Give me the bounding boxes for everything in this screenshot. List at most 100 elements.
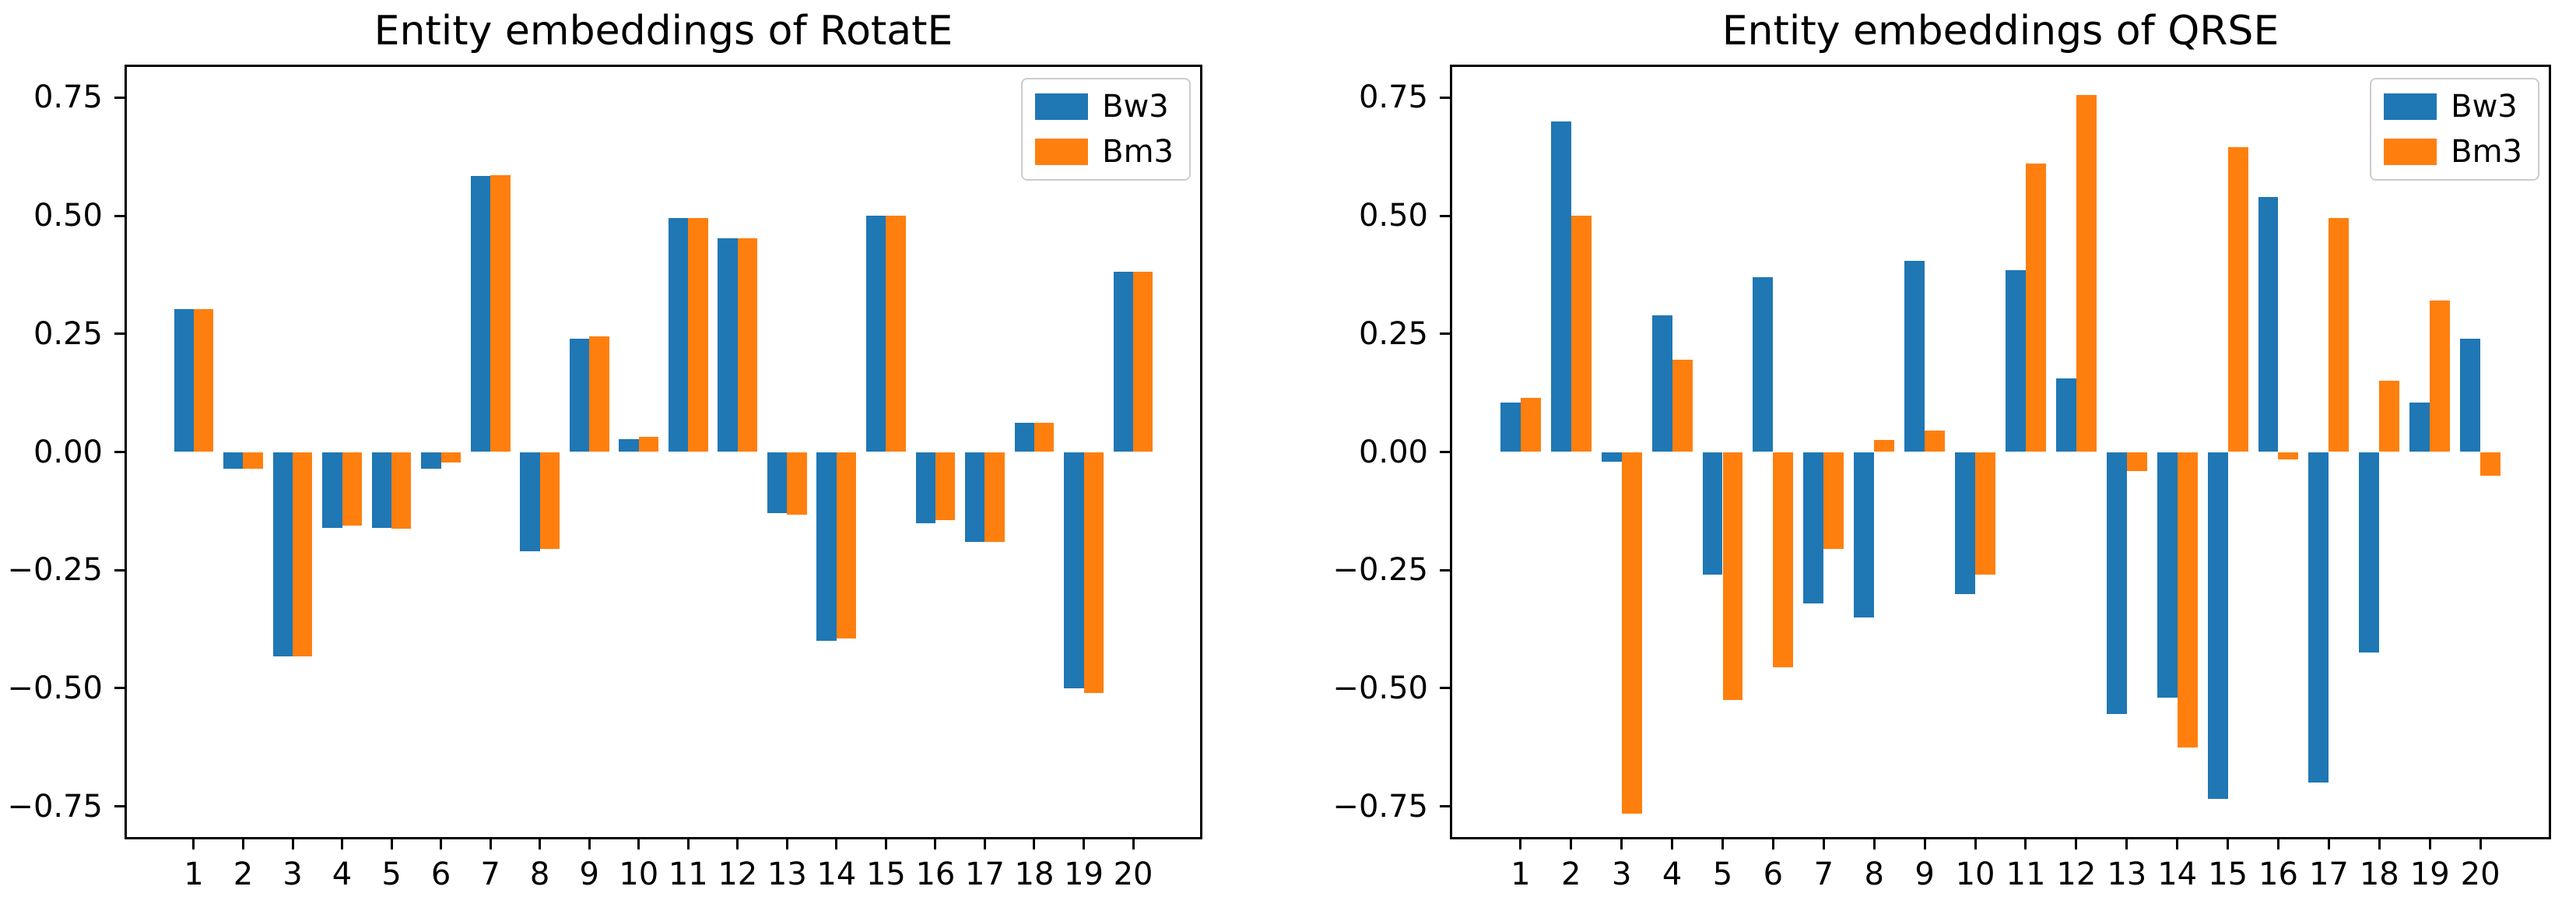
y-tick-mark — [1440, 214, 1450, 217]
bar-bw3-20 — [2460, 338, 2481, 452]
bar-bw3-18 — [2359, 452, 2380, 653]
x-tick-mark — [637, 839, 640, 849]
bar-bw3-13 — [767, 452, 788, 514]
x-tick-label-18: 18 — [2359, 856, 2399, 892]
x-tick-mark — [489, 839, 492, 849]
legend-label-bm3: Bm3 — [1102, 134, 1174, 170]
y-tick-mark — [1440, 96, 1450, 99]
x-tick-mark — [2075, 839, 2078, 849]
y-tick-label-−0.75: −0.75 — [7, 788, 103, 825]
x-tick-label-4: 4 — [1662, 856, 1683, 892]
bar-bm3-3 — [293, 452, 313, 656]
bar-bm3-7 — [490, 174, 511, 452]
x-tick-mark — [390, 839, 393, 849]
bar-bm3-5 — [391, 452, 412, 529]
bar-bw3-3 — [272, 452, 293, 656]
x-tick-label-3: 3 — [283, 856, 303, 892]
x-tick-label-17: 17 — [2308, 856, 2349, 892]
x-tick-label-3: 3 — [1611, 856, 1632, 892]
bar-bw3-6 — [1753, 277, 1774, 452]
bar-bm3-17 — [984, 452, 1005, 542]
bar-bw3-17 — [2308, 452, 2329, 783]
legend-swatch-bw3-icon — [2384, 93, 2437, 120]
rotate-plot-area: Bw3 Bm3 — [125, 65, 1202, 839]
y-tick-label-−0.50: −0.50 — [1332, 670, 1428, 706]
y-tick-label-0.25: 0.25 — [33, 315, 103, 352]
bar-bw3-14 — [2157, 452, 2178, 698]
x-tick-mark — [1620, 839, 1623, 849]
y-tick-mark — [1440, 687, 1450, 690]
x-tick-mark — [241, 839, 244, 849]
y-tick-mark — [1440, 805, 1450, 808]
legend: Bw3 Bm3 — [2370, 78, 2539, 181]
y-tick-mark — [114, 214, 125, 217]
x-tick-label-10: 10 — [619, 856, 659, 892]
bar-bw3-12 — [718, 238, 738, 452]
bar-bm3-6 — [440, 452, 461, 463]
bar-bm3-8 — [1874, 440, 1895, 452]
bar-bm3-17 — [2329, 218, 2350, 452]
y-tick-label-0.00: 0.00 — [1358, 434, 1428, 470]
x-tick-mark — [2024, 839, 2027, 849]
x-tick-label-9: 9 — [579, 856, 599, 892]
x-tick-label-8: 8 — [529, 856, 550, 892]
y-tick-mark — [114, 805, 125, 808]
x-tick-label-16: 16 — [915, 856, 956, 892]
y-tick-mark — [114, 451, 125, 453]
x-tick-label-6: 6 — [430, 856, 451, 892]
x-tick-label-19: 19 — [2409, 856, 2450, 892]
x-tick-label-13: 13 — [2107, 856, 2147, 892]
rotate-chart-title: Entity embeddings of RotatE — [374, 8, 953, 55]
y-tick-mark — [114, 332, 125, 336]
bar-bm3-18 — [2379, 381, 2400, 452]
bar-bw3-10 — [1955, 452, 1976, 594]
bar-bw3-16 — [2258, 196, 2279, 452]
bar-bw3-14 — [816, 452, 837, 642]
x-tick-label-5: 5 — [1712, 856, 1733, 892]
bar-bw3-20 — [1113, 271, 1134, 452]
bar-bm3-14 — [2177, 452, 2198, 747]
x-tick-label-19: 19 — [1064, 856, 1104, 892]
x-tick-mark — [1570, 839, 1573, 849]
bar-bm3-19 — [2430, 301, 2451, 452]
y-tick-mark — [1440, 451, 1450, 453]
bar-bw3-16 — [915, 452, 935, 523]
x-tick-label-20: 20 — [1113, 856, 1153, 892]
bar-bm3-16 — [935, 452, 956, 521]
bar-bm3-16 — [2278, 452, 2299, 459]
x-tick-label-8: 8 — [1864, 856, 1884, 892]
y-tick-label-0.75: 0.75 — [33, 79, 103, 116]
legend-label-bm3: Bm3 — [2451, 134, 2522, 170]
bar-bm3-12 — [2076, 95, 2097, 452]
bar-bm3-11 — [688, 218, 708, 452]
x-tick-label-5: 5 — [381, 856, 402, 892]
bar-bw3-8 — [520, 452, 540, 551]
x-tick-mark — [588, 839, 591, 849]
bar-bw3-9 — [569, 338, 590, 452]
x-tick-mark — [2428, 839, 2431, 849]
x-tick-mark — [736, 839, 739, 849]
bar-bw3-12 — [2055, 378, 2076, 452]
x-tick-mark — [835, 839, 838, 849]
x-tick-mark — [1974, 839, 1977, 849]
bar-bw3-11 — [668, 218, 689, 452]
bar-bw3-1 — [1500, 402, 1521, 452]
bar-bw3-15 — [865, 216, 886, 452]
bar-bm3-15 — [2227, 147, 2248, 452]
y-tick-label-0.50: 0.50 — [33, 198, 103, 234]
x-tick-label-10: 10 — [1955, 856, 1995, 892]
x-tick-mark — [1923, 839, 1926, 849]
bar-bm3-6 — [1773, 452, 1794, 667]
x-tick-label-12: 12 — [718, 856, 758, 892]
bar-bw3-8 — [1854, 452, 1875, 617]
x-tick-mark — [2227, 839, 2230, 849]
x-tick-label-7: 7 — [1813, 856, 1834, 892]
bar-bm3-1 — [1520, 397, 1541, 452]
x-tick-label-11: 11 — [2006, 856, 2046, 892]
x-tick-label-1: 1 — [1511, 856, 1531, 892]
x-tick-label-6: 6 — [1763, 856, 1784, 892]
x-tick-mark — [1083, 839, 1086, 849]
bar-bm3-5 — [1722, 452, 1743, 701]
